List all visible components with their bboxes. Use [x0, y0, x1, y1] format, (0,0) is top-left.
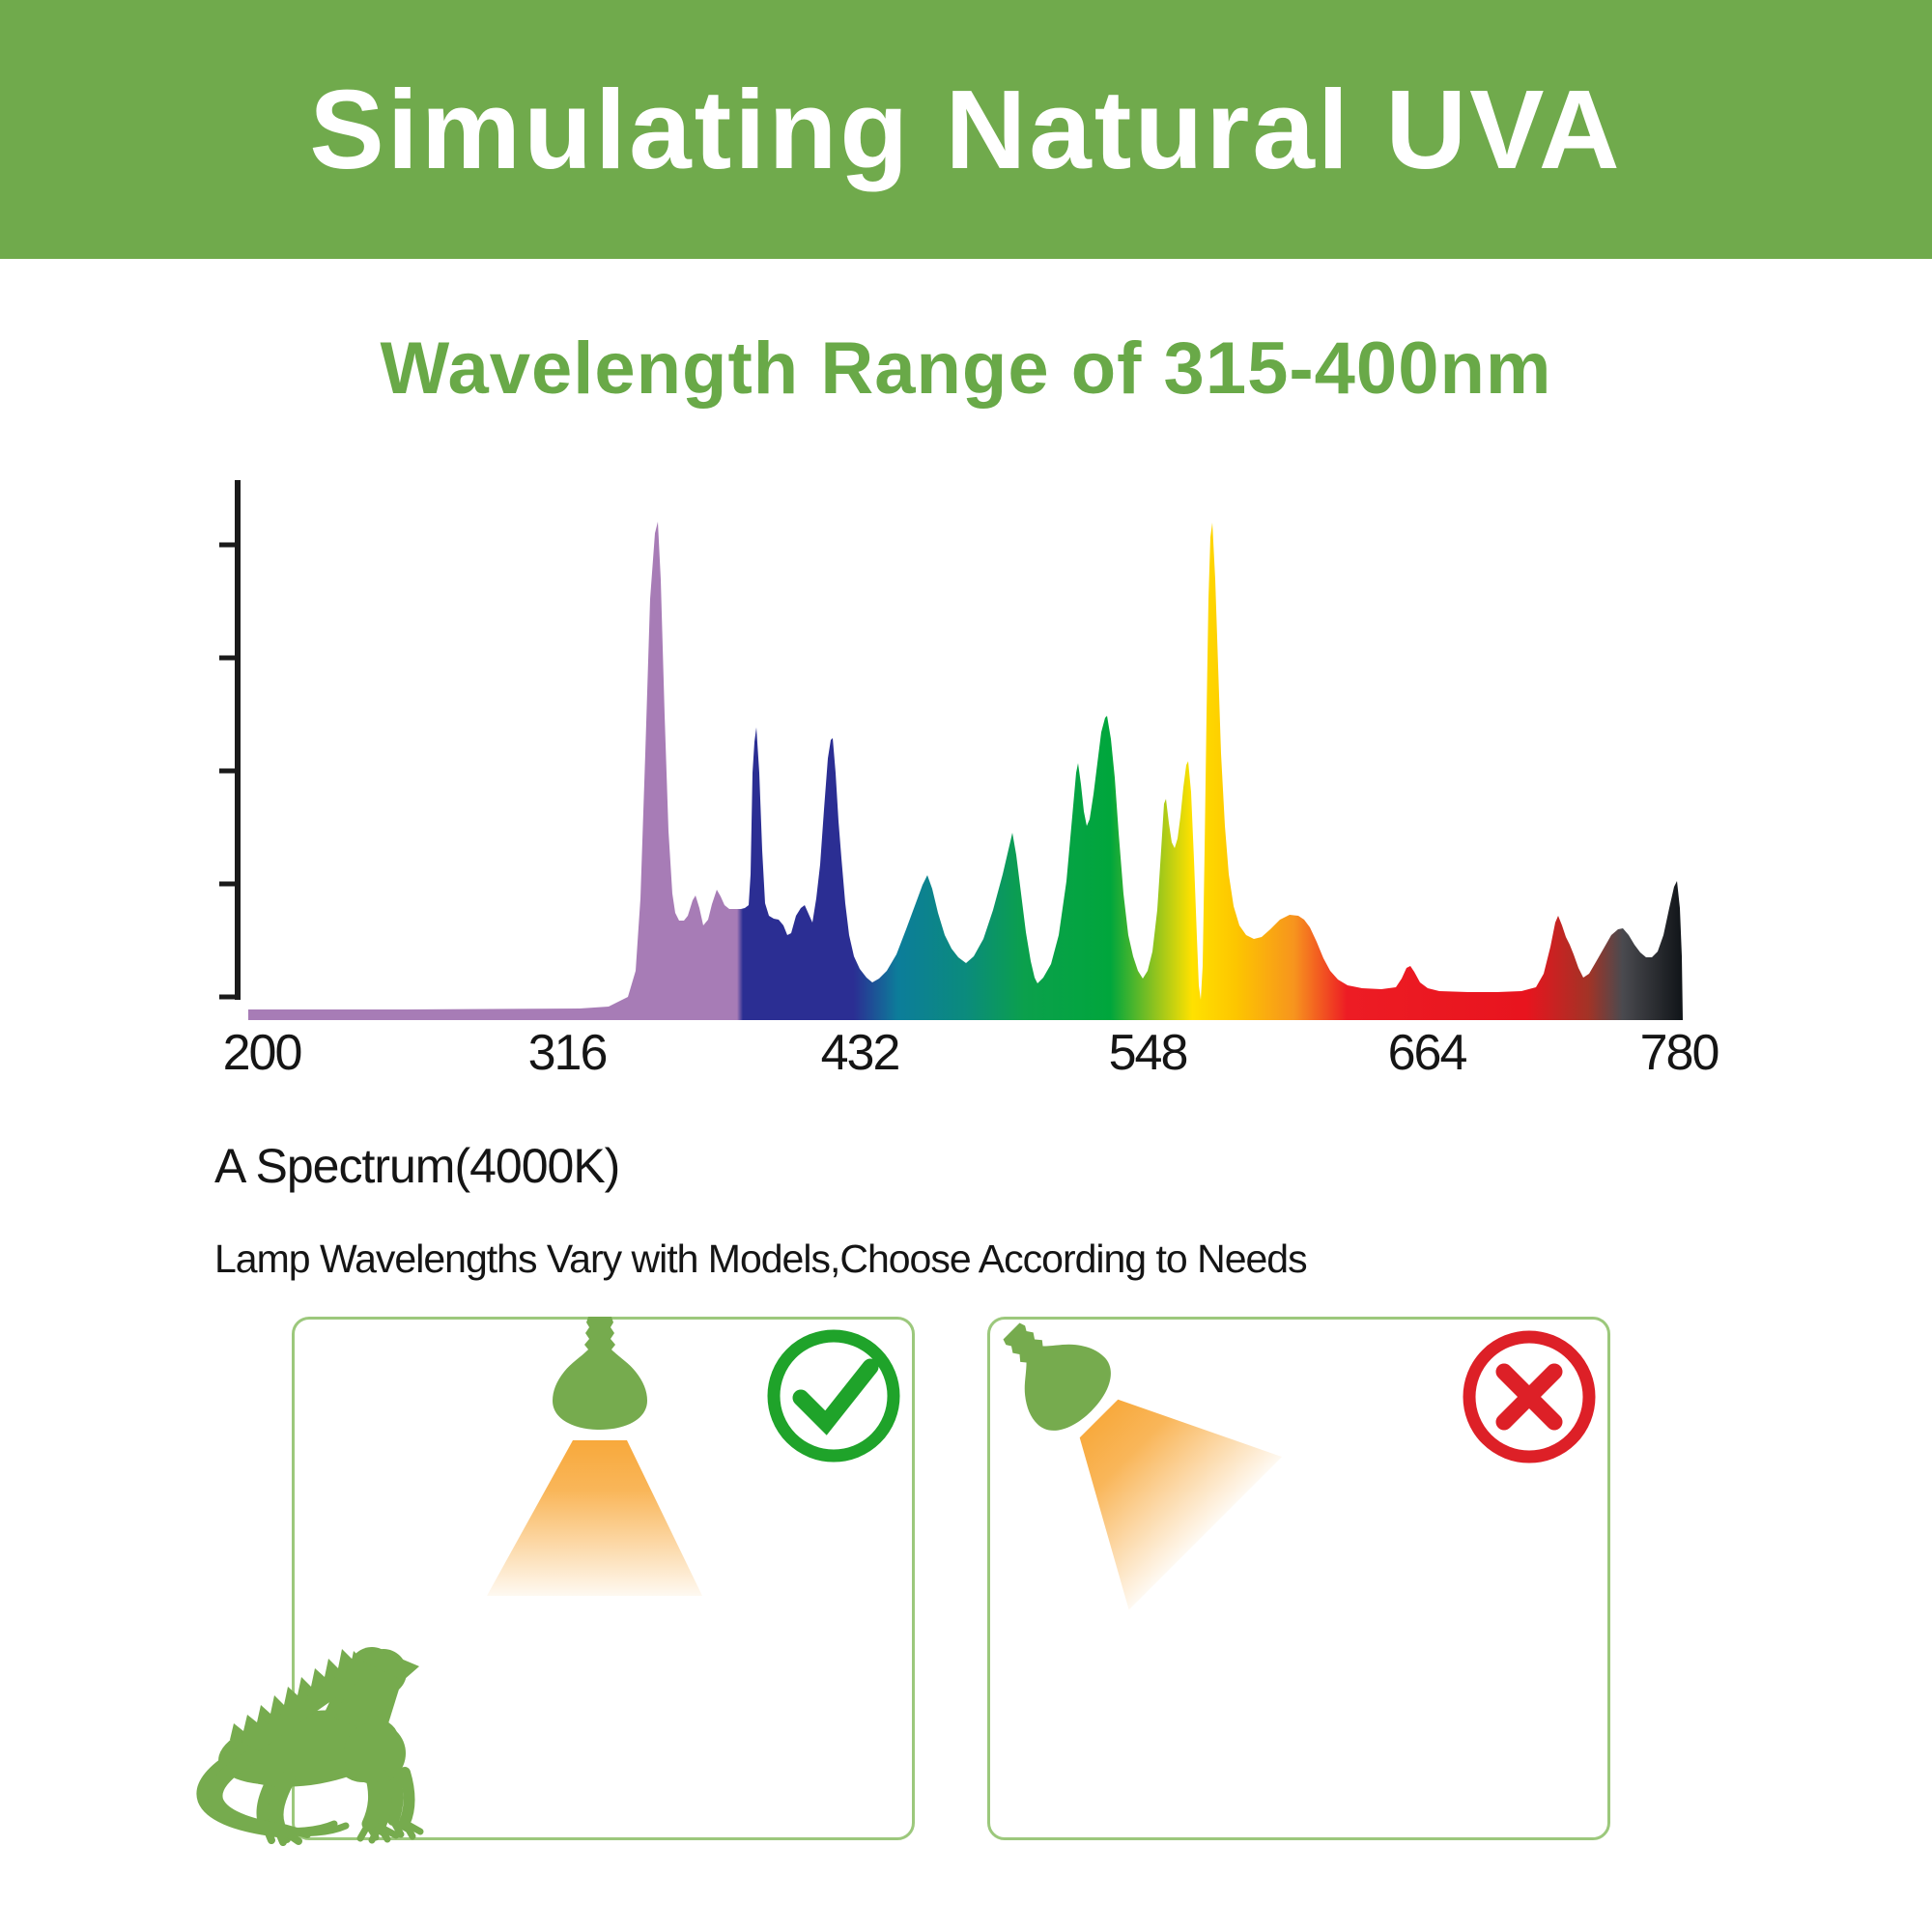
x-tick-664: 664: [1387, 1025, 1468, 1081]
spectrum-area: [248, 522, 1683, 1020]
x-tick-200: 200: [222, 1025, 303, 1081]
x-tick-432: 432: [820, 1025, 901, 1081]
wrong-usage-box: [987, 1317, 1610, 1840]
page-title: Simulating Natural UVA: [309, 67, 1623, 192]
y-axis-ticks: [219, 542, 238, 1000]
subtitle-heading: Wavelength Range of 315-400nm: [380, 327, 1552, 410]
header-banner: Simulating Natural UVA: [0, 0, 1932, 259]
correct-usage-box: [292, 1317, 915, 1840]
x-tick-316: 316: [527, 1025, 609, 1081]
model-note: Lamp Wavelengths Vary with Models,Choose…: [214, 1236, 1308, 1281]
x-tick-548: 548: [1108, 1025, 1189, 1081]
y-axis: [219, 480, 241, 1000]
chart-caption: A Spectrum(4000K): [214, 1139, 620, 1193]
x-tick-780: 780: [1639, 1025, 1720, 1081]
